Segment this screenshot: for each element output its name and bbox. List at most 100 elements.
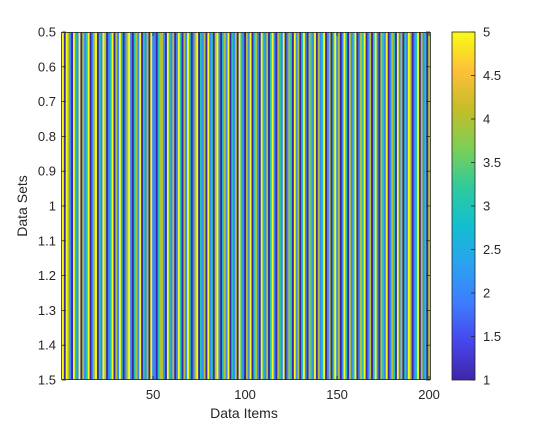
heatmap-cell xyxy=(336,32,339,380)
heatmap-cell xyxy=(155,32,159,380)
heatmap-cell xyxy=(328,32,331,380)
heatmap-cell xyxy=(334,32,337,380)
colorbar-tick-label: 2 xyxy=(483,286,490,301)
heatmap-cell xyxy=(65,32,68,380)
heatmap-cell xyxy=(384,32,387,380)
heatmap-cell xyxy=(225,32,228,380)
heatmap-cell xyxy=(301,32,304,380)
heatmap-cell xyxy=(177,32,181,380)
y-tick-label: 0.9 xyxy=(38,164,56,179)
heatmap-cell xyxy=(374,32,377,380)
heatmap-cell xyxy=(133,32,136,380)
heatmap-cell xyxy=(203,32,206,380)
heatmap-cell xyxy=(236,32,239,380)
heatmap-cell xyxy=(87,32,90,380)
heatmap-cell xyxy=(234,32,238,380)
heatmap-cell xyxy=(308,32,311,380)
heatmap-cell xyxy=(303,32,306,380)
heatmap-cell xyxy=(135,32,138,380)
heatmap-cell xyxy=(358,32,361,380)
y-tick-label: 1.2 xyxy=(38,268,56,283)
heatmap-cell xyxy=(181,32,184,380)
heatmap-cell xyxy=(139,32,142,380)
heatmap-cell xyxy=(100,32,103,380)
heatmap-cell xyxy=(260,32,263,380)
heatmap-cell xyxy=(154,32,157,380)
heatmap-cell xyxy=(126,32,129,380)
heatmap-cell xyxy=(207,32,210,380)
heatmap-cell xyxy=(406,32,409,380)
heatmap-cell xyxy=(98,32,101,380)
heatmap-cell xyxy=(170,32,173,380)
y-tick-label: 1.4 xyxy=(38,338,56,353)
heatmap-cell xyxy=(378,32,381,380)
heatmap-cell xyxy=(356,32,359,380)
heatmap-cell xyxy=(130,32,133,380)
y-tick-label: 0.6 xyxy=(38,59,56,74)
heatmap-cell xyxy=(240,32,243,380)
heatmap-cell xyxy=(124,32,127,380)
heatmap-cell xyxy=(96,32,100,380)
heatmap-cell xyxy=(347,32,350,380)
heatmap-cell xyxy=(176,32,179,380)
heatmap-cell xyxy=(323,32,326,380)
heatmap-cell xyxy=(304,32,308,380)
heatmap-cell xyxy=(395,32,398,380)
x-tick-label: 200 xyxy=(418,387,440,402)
heatmap-cell xyxy=(148,32,151,380)
colorbar-ticks: 1 1.5 2 2.5 3 3.5 4 4.5 5 xyxy=(471,25,501,388)
heatmap-cell xyxy=(338,32,341,380)
heatmap-cell xyxy=(200,32,203,380)
heatmap-cell xyxy=(273,32,276,380)
heatmap-cell xyxy=(266,32,269,380)
heatmap-cell xyxy=(369,32,372,380)
heatmap-cell xyxy=(371,32,374,380)
x-axis-ticks: 50 100 150 200 xyxy=(146,32,440,402)
heatmap-cell xyxy=(411,32,414,380)
heatmap-cell xyxy=(321,32,324,380)
heatmap-cell xyxy=(229,32,232,380)
heatmap-cell xyxy=(227,32,230,380)
heatmap-cell xyxy=(222,32,225,380)
heatmap-cell xyxy=(345,32,348,380)
heatmap-cell xyxy=(315,32,319,380)
y-tick-label: 1.3 xyxy=(38,303,56,318)
y-tick-label: 1.1 xyxy=(38,233,56,248)
heatmap-cell xyxy=(141,32,144,380)
heatmap-cell xyxy=(349,32,352,380)
heatmap-cell xyxy=(157,32,160,380)
heatmap-cell xyxy=(288,32,291,380)
colorbar: 1 1.5 2 2.5 3 3.5 4 4.5 5 xyxy=(451,25,501,388)
heatmap-cell xyxy=(286,32,289,380)
heatmap-cell xyxy=(247,32,251,380)
heatmap-cell xyxy=(330,32,333,380)
heatmap-cell xyxy=(424,32,427,380)
heatmap-cell xyxy=(120,32,124,380)
heatmap-cell xyxy=(314,32,317,380)
heatmap-cell xyxy=(290,32,293,380)
heatmap-cell xyxy=(277,32,280,380)
heatmap-cell xyxy=(172,32,175,380)
x-axis-label: Data Items xyxy=(210,405,278,421)
x-tick-label: 150 xyxy=(326,387,348,402)
heatmap-cell xyxy=(146,32,149,380)
plot-frame xyxy=(61,32,431,380)
heatmap-cell xyxy=(150,32,153,380)
heatmap-cell xyxy=(244,32,247,380)
heatmap-cell xyxy=(385,32,389,380)
heatmap-cell xyxy=(292,32,295,380)
heatmap-cell xyxy=(214,32,217,380)
heatmap-cell xyxy=(104,32,107,380)
heatmap-cell xyxy=(115,32,118,380)
heatmap-cell xyxy=(310,32,313,380)
heatmap-cell xyxy=(166,32,170,380)
heatmap-cell xyxy=(380,32,383,380)
heatmap-cell xyxy=(69,32,72,380)
heatmap-cell xyxy=(78,32,81,380)
heatmap-cell xyxy=(354,32,357,380)
y-tick-label: 0.7 xyxy=(38,94,56,109)
y-axis-label: Data Sets xyxy=(14,175,30,236)
heatmap-cell xyxy=(389,32,392,380)
heatmap-cell xyxy=(363,32,366,380)
heatmap-cell xyxy=(211,32,214,380)
